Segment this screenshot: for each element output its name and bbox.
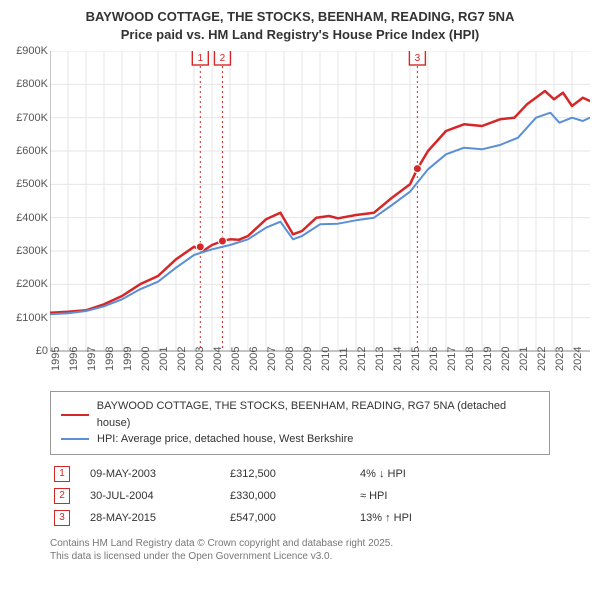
- transaction-badge: 1: [54, 466, 70, 482]
- transaction-date: 30-JUL-2004: [86, 485, 226, 507]
- title-line1: BAYWOOD COTTAGE, THE STOCKS, BEENHAM, RE…: [10, 8, 590, 26]
- table-row: 3 28-MAY-2015£547,00013% ↑ HPI: [50, 507, 550, 529]
- transaction-badge: 3: [54, 510, 70, 526]
- transaction-delta: 4% ↓ HPI: [356, 463, 550, 485]
- legend-label: BAYWOOD COTTAGE, THE STOCKS, BEENHAM, RE…: [97, 398, 539, 431]
- svg-text:3: 3: [415, 53, 421, 64]
- y-tick-label: £200K: [10, 278, 48, 290]
- legend-row: BAYWOOD COTTAGE, THE STOCKS, BEENHAM, RE…: [61, 398, 539, 431]
- y-tick-label: £900K: [10, 45, 48, 57]
- transaction-badge: 2: [54, 488, 70, 504]
- price-chart: £0 £100K £200K £300K £400K £500K £600K £700K £80…: [10, 47, 590, 381]
- plot-area: 1 2 3: [50, 51, 590, 381]
- table-row: 2 30-JUL-2004£330,000≈ HPI: [50, 485, 550, 507]
- y-tick-label: £400K: [10, 212, 48, 224]
- footer-line1: Contains HM Land Registry data © Crown c…: [50, 537, 590, 551]
- y-tick-label: £600K: [10, 145, 48, 157]
- transaction-delta: 13% ↑ HPI: [356, 507, 550, 529]
- transaction-date: 28-MAY-2015: [86, 507, 226, 529]
- y-tick-label: £100K: [10, 312, 48, 324]
- legend-row: HPI: Average price, detached house, West…: [61, 431, 539, 448]
- transaction-delta: ≈ HPI: [356, 485, 550, 507]
- y-tick-label: £700K: [10, 112, 48, 124]
- svg-text:1: 1: [198, 53, 204, 64]
- y-tick-label: £800K: [10, 78, 48, 90]
- transaction-price: £312,500: [226, 463, 356, 485]
- transaction-price: £330,000: [226, 485, 356, 507]
- table-row: 1 09-MAY-2003£312,5004% ↓ HPI: [50, 463, 550, 485]
- legend: BAYWOOD COTTAGE, THE STOCKS, BEENHAM, RE…: [50, 391, 550, 455]
- x-tick-label: 2024: [572, 347, 600, 371]
- transaction-table: 1 09-MAY-2003£312,5004% ↓ HPI 2 30-JUL-2004…: [50, 463, 550, 529]
- transaction-price: £547,000: [226, 507, 356, 529]
- attribution-footer: Contains HM Land Registry data © Crown c…: [50, 537, 590, 564]
- title-line2: Price paid vs. HM Land Registry's House …: [10, 26, 590, 44]
- footer-line2: This data is licensed under the Open Gov…: [50, 550, 590, 564]
- y-tick-label: £500K: [10, 178, 48, 190]
- y-tick-label: £0: [10, 345, 48, 357]
- transaction-date: 09-MAY-2003: [86, 463, 226, 485]
- legend-swatch: [61, 414, 89, 416]
- chart-title: BAYWOOD COTTAGE, THE STOCKS, BEENHAM, RE…: [10, 8, 590, 43]
- legend-swatch: [61, 438, 89, 440]
- y-tick-label: £300K: [10, 245, 48, 257]
- legend-label: HPI: Average price, detached house, West…: [97, 431, 353, 448]
- svg-text:2: 2: [220, 53, 226, 64]
